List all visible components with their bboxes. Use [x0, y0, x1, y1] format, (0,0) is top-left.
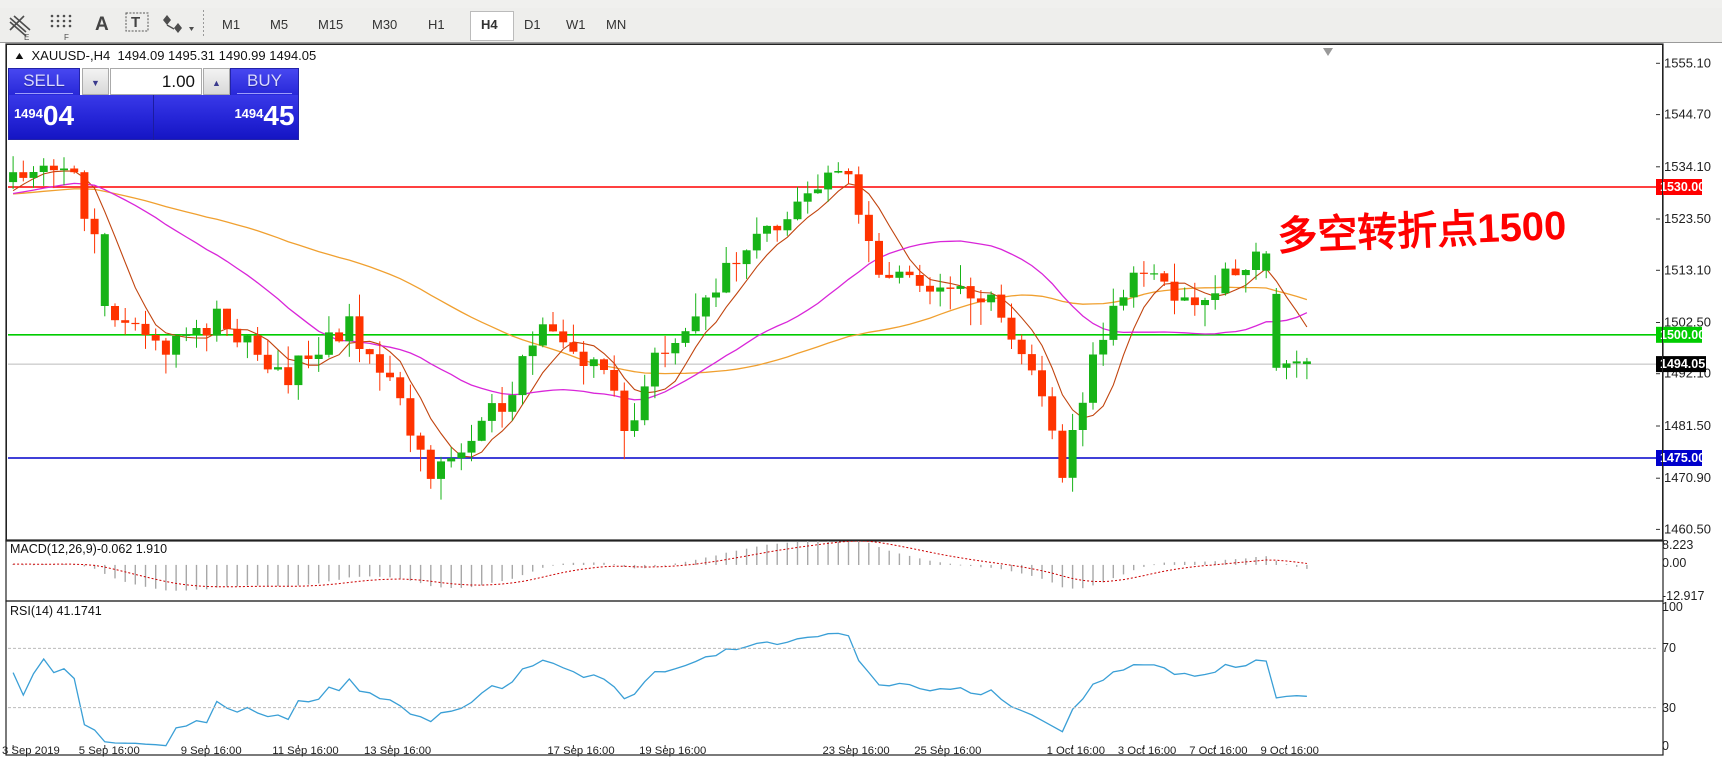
svg-text:1494.05: 1494.05	[1660, 357, 1705, 371]
svg-text:70: 70	[1662, 641, 1676, 655]
svg-text:25 Sep 16:00: 25 Sep 16:00	[914, 745, 981, 757]
svg-text:1481.50: 1481.50	[1664, 418, 1711, 433]
svg-text:MACD(12,26,9)-0.062 1.910: MACD(12,26,9)-0.062 1.910	[10, 542, 167, 556]
svg-text:13 Sep 16:00: 13 Sep 16:00	[364, 745, 431, 757]
svg-text:1544.70: 1544.70	[1664, 107, 1711, 122]
svg-text:1500.00: 1500.00	[1660, 328, 1705, 342]
svg-text:1530.00: 1530.00	[1660, 180, 1705, 194]
svg-text:5 Sep 16:00: 5 Sep 16:00	[79, 745, 140, 757]
svg-text:9 Oct 16:00: 9 Oct 16:00	[1261, 745, 1319, 757]
svg-text:9 Sep 16:00: 9 Sep 16:00	[181, 745, 242, 757]
svg-text:RSI(14) 41.1741: RSI(14) 41.1741	[10, 604, 102, 618]
svg-text:19 Sep 16:00: 19 Sep 16:00	[639, 745, 706, 757]
svg-text:7 Oct 16:00: 7 Oct 16:00	[1189, 745, 1247, 757]
svg-text:1555.10: 1555.10	[1664, 55, 1711, 70]
svg-text:1475.00: 1475.00	[1660, 451, 1705, 465]
svg-text:30: 30	[1662, 701, 1676, 715]
svg-text:17 Sep 16:00: 17 Sep 16:00	[547, 745, 614, 757]
svg-text:1534.10: 1534.10	[1664, 159, 1711, 174]
svg-text:1460.50: 1460.50	[1664, 521, 1711, 536]
svg-text:3 Oct 16:00: 3 Oct 16:00	[1118, 745, 1176, 757]
svg-text:8.223: 8.223	[1662, 538, 1693, 552]
svg-text:11 Sep 16:00: 11 Sep 16:00	[272, 745, 338, 757]
svg-text:0.00: 0.00	[1662, 556, 1686, 570]
svg-text:0: 0	[1662, 739, 1669, 753]
svg-text:1523.50: 1523.50	[1664, 211, 1711, 226]
svg-text:1470.90: 1470.90	[1664, 470, 1711, 485]
svg-text:100: 100	[1662, 600, 1683, 614]
svg-text:23 Sep 16:00: 23 Sep 16:00	[823, 745, 890, 757]
svg-text:3 Sep 2019: 3 Sep 2019	[2, 745, 60, 757]
svg-text:1 Oct 16:00: 1 Oct 16:00	[1047, 745, 1105, 757]
svg-text:1513.10: 1513.10	[1664, 262, 1711, 277]
